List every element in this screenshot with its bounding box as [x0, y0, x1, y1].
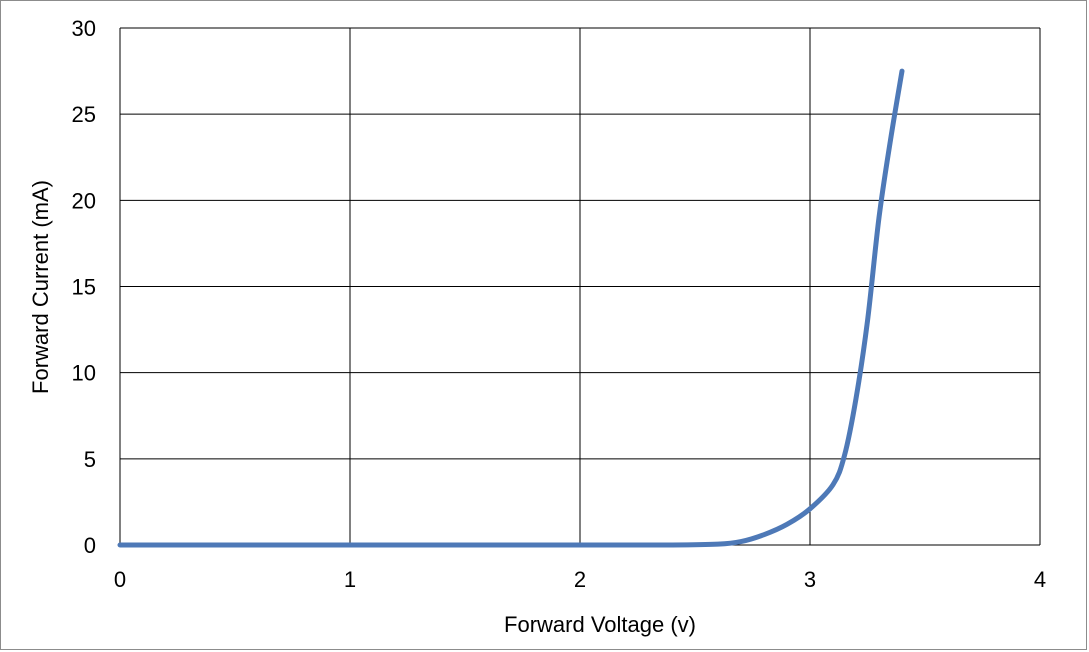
- x-axis-title: Forward Voltage (v): [504, 612, 696, 637]
- y-tick-label: 30: [72, 16, 96, 41]
- x-tick-label: 3: [804, 567, 816, 592]
- x-tick-label: 1: [344, 567, 356, 592]
- y-tick-label: 10: [72, 361, 96, 386]
- y-tick-label: 15: [72, 275, 96, 300]
- x-tick-label: 0: [114, 567, 126, 592]
- y-tick-label: 5: [84, 447, 96, 472]
- series-layer: [117, 68, 905, 548]
- series-line-0: [117, 68, 905, 548]
- x-tick-label: 2: [574, 567, 586, 592]
- grid: [119, 27, 1041, 546]
- y-axis-title: Forward Current (mA): [28, 180, 53, 394]
- x-tick-labels: 0 1 2 3 4: [114, 567, 1046, 592]
- y-tick-labels: 0 5 10 15 20 25 30: [72, 16, 96, 558]
- y-tick-label: 0: [84, 533, 96, 558]
- y-tick-label: 25: [72, 102, 96, 127]
- x-tick-label: 4: [1034, 567, 1046, 592]
- y-tick-label: 20: [72, 188, 96, 213]
